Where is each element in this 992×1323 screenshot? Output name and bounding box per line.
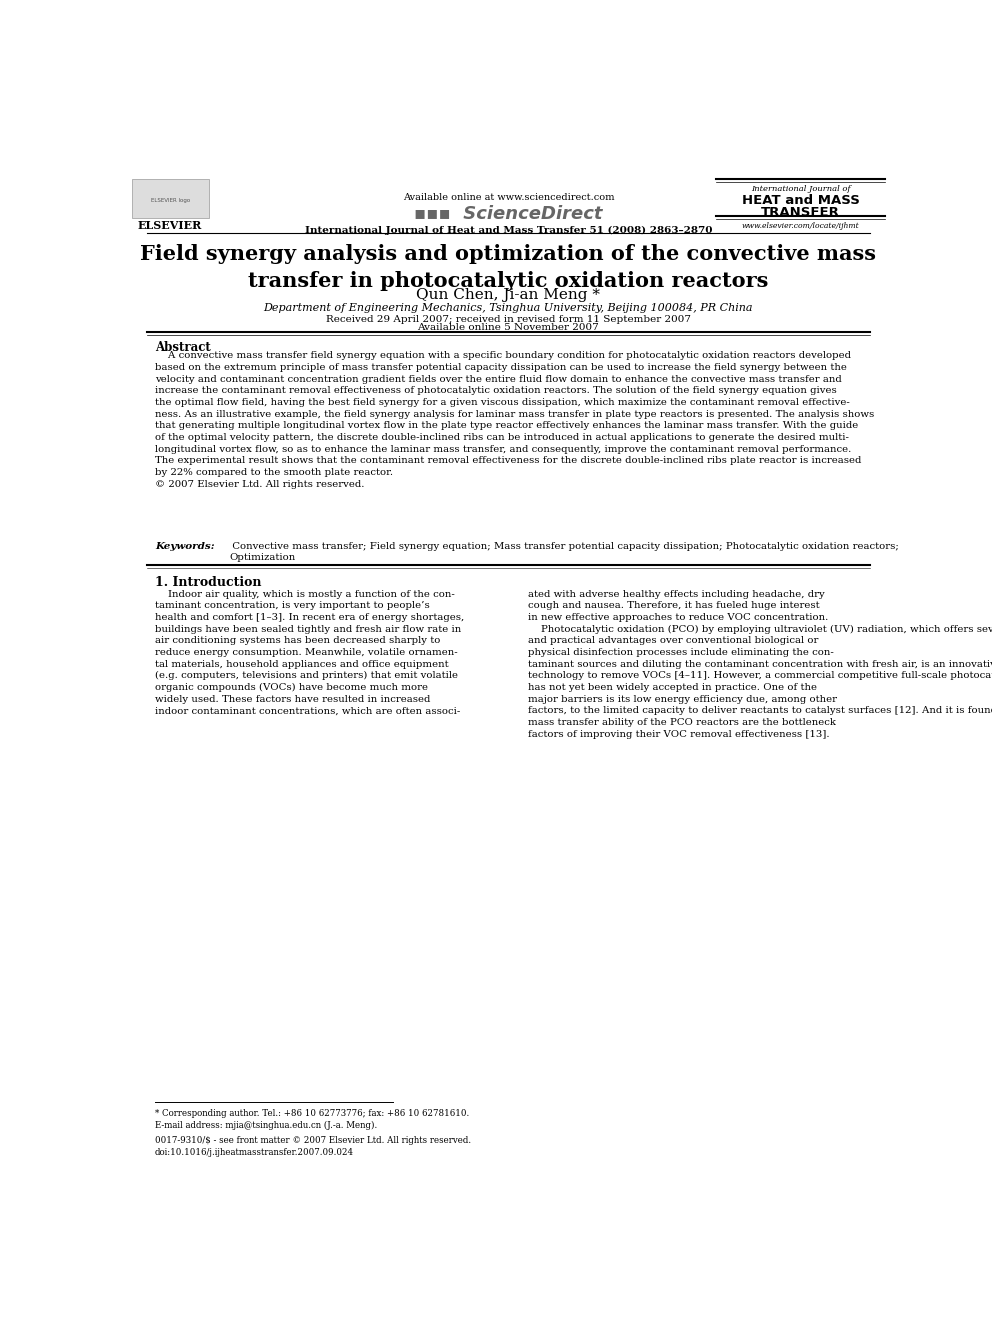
Text: doi:10.1016/j.ijheatmasstransfer.2007.09.024: doi:10.1016/j.ijheatmasstransfer.2007.09… [155,1148,354,1156]
Text: ELSEVIER: ELSEVIER [138,220,202,232]
Text: E-mail address: mjia@tsinghua.edu.cn (J.-a. Meng).: E-mail address: mjia@tsinghua.edu.cn (J.… [155,1121,377,1130]
Text: ▪▪▪  ScienceDirect: ▪▪▪ ScienceDirect [414,205,603,222]
Text: Available online at www.sciencedirect.com: Available online at www.sciencedirect.co… [403,193,614,202]
Text: Abstract: Abstract [155,341,210,355]
Text: www.elsevier.com/locate/ijhmt: www.elsevier.com/locate/ijhmt [742,222,859,230]
Text: 1. Introduction: 1. Introduction [155,577,261,590]
Text: Available online 5 November 2007: Available online 5 November 2007 [418,323,599,332]
Text: ELSEVIER logo: ELSEVIER logo [151,198,189,204]
Text: 0017-9310/$ - see front matter © 2007 Elsevier Ltd. All rights reserved.: 0017-9310/$ - see front matter © 2007 El… [155,1135,471,1144]
Text: Received 29 April 2007; received in revised form 11 September 2007: Received 29 April 2007; received in revi… [326,315,690,324]
Text: ated with adverse healthy effects including headache, dry
cough and nausea. Ther: ated with adverse healthy effects includ… [528,590,992,738]
FancyBboxPatch shape [132,179,208,218]
Text: * Corresponding author. Tel.: +86 10 62773776; fax: +86 10 62781610.: * Corresponding author. Tel.: +86 10 627… [155,1109,469,1118]
Text: Indoor air quality, which is mostly a function of the con-
taminant concentratio: Indoor air quality, which is mostly a fu… [155,590,464,716]
Text: Department of Engineering Mechanics, Tsinghua University, Beijing 100084, PR Chi: Department of Engineering Mechanics, Tsi… [264,303,753,314]
Text: International Journal of: International Journal of [751,185,850,193]
Text: Field synergy analysis and optimization of the convective mass
transfer in photo: Field synergy analysis and optimization … [141,245,876,291]
Text: Keywords:: Keywords: [155,542,214,550]
Text: Convective mass transfer; Field synergy equation; Mass transfer potential capaci: Convective mass transfer; Field synergy … [229,542,899,562]
Text: TRANSFER: TRANSFER [761,205,840,218]
Text: International Journal of Heat and Mass Transfer 51 (2008) 2863–2870: International Journal of Heat and Mass T… [305,226,712,235]
Text: Qun Chen, Ji-an Meng *: Qun Chen, Ji-an Meng * [417,288,600,302]
Text: HEAT and MASS: HEAT and MASS [742,194,859,208]
Text: A convective mass transfer field synergy equation with a specific boundary condi: A convective mass transfer field synergy… [155,352,874,488]
